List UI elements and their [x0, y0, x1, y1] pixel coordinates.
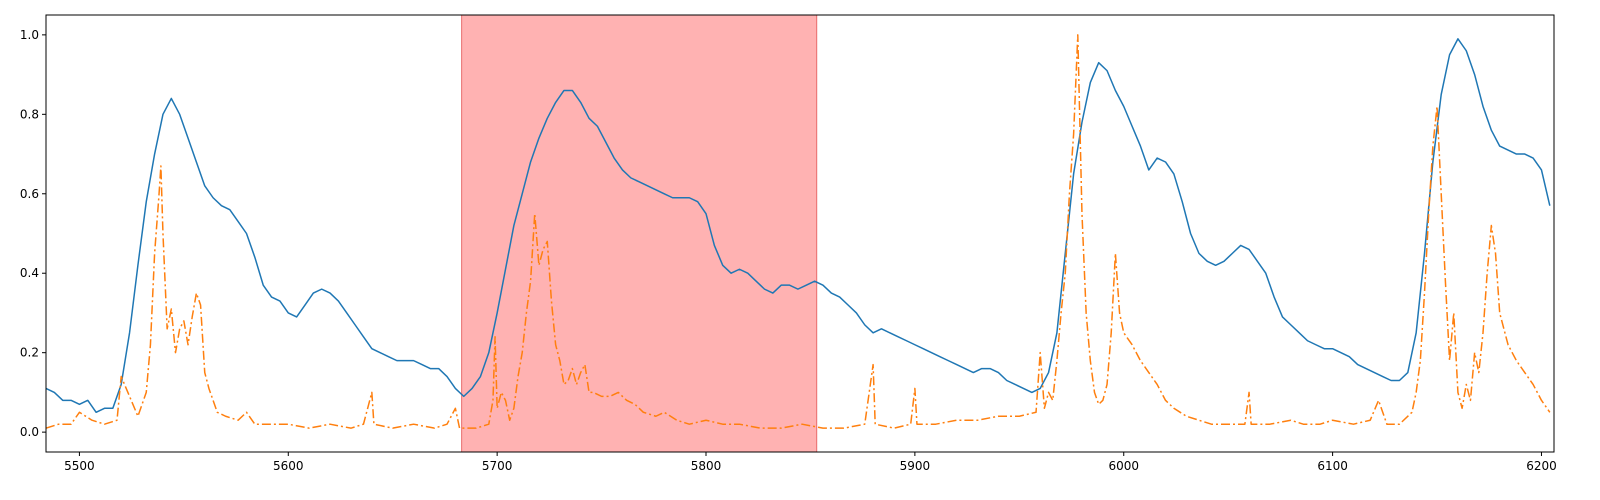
highlight-layer	[461, 15, 818, 452]
y-tick-label: 0.8	[20, 107, 39, 121]
x-tick-label: 5700	[482, 459, 513, 473]
x-tick-label: 5500	[64, 459, 95, 473]
highlight-span	[461, 15, 817, 452]
x-tick-label: 6100	[1317, 459, 1348, 473]
x-tick-label: 6200	[1526, 459, 1557, 473]
series-line-2-dashdot	[46, 34, 1551, 429]
y-tick-label: 0.6	[20, 187, 39, 201]
y-axis: 0.0 0.2 0.4 0.6 0.8 1.0	[20, 28, 46, 439]
y-tick-label: 0.4	[20, 266, 39, 280]
x-tick-label: 6000	[1108, 459, 1139, 473]
x-axis: 5500 5600 5700 5800 5900 6000 6100 6200	[64, 452, 1557, 473]
y-tick-label: 1.0	[20, 28, 39, 42]
y-tick-label: 0.0	[20, 425, 39, 439]
y-tick-label: 0.2	[20, 346, 39, 360]
plot-frame	[45, 14, 1555, 453]
x-tick-label: 5900	[900, 459, 931, 473]
series-layer	[46, 34, 1551, 429]
series-line-1-solid	[46, 38, 1551, 414]
x-tick-label: 5800	[691, 459, 722, 473]
x-tick-label: 5600	[273, 459, 304, 473]
